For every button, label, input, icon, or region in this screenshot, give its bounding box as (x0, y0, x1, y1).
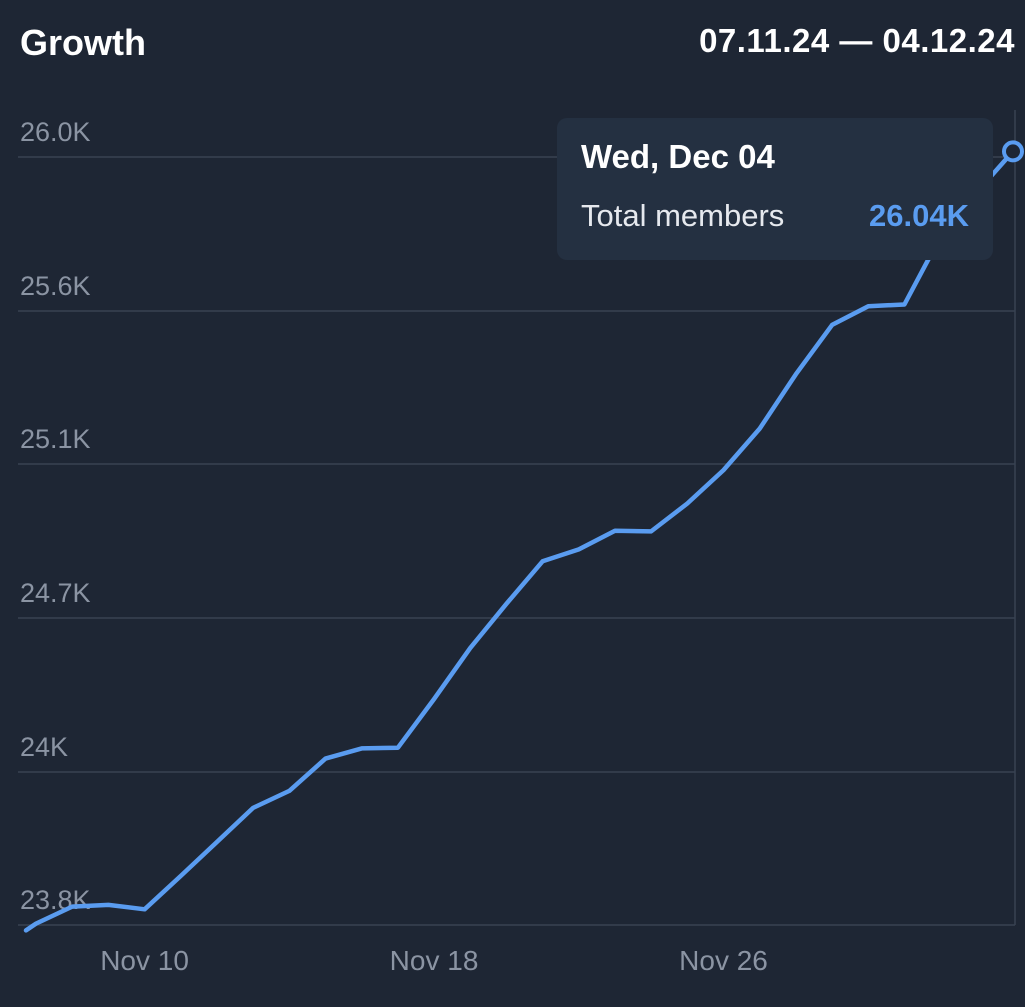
data-point[interactable] (537, 555, 549, 567)
y-axis-ticks: 26.0K 25.6K 25.1K 24.7K 24K 23.8K (20, 117, 91, 915)
highlighted-data-point[interactable] (1002, 140, 1024, 163)
y-tick-label: 24K (20, 732, 68, 762)
series-layer (23, 149, 1016, 933)
data-point[interactable] (464, 642, 476, 654)
data-point[interactable] (754, 423, 766, 435)
x-tick-label: Nov 26 (679, 945, 768, 976)
x-axis-ticks: Nov 10 Nov 18 Nov 26 (100, 945, 768, 976)
y-tick-label: 25.6K (20, 271, 91, 301)
data-point[interactable] (392, 742, 404, 754)
y-tick-label: 24.7K (20, 578, 91, 608)
data-point[interactable] (139, 903, 151, 915)
point-layer (30, 140, 1024, 930)
data-point[interactable] (790, 368, 802, 380)
y-tick-label: 23.8K (20, 885, 91, 915)
data-point[interactable] (211, 836, 223, 848)
tooltip: Wed, Dec 04 Total members 26.04K (557, 118, 993, 260)
data-point[interactable] (356, 742, 368, 754)
chart-title: Growth (20, 22, 146, 63)
y-tick-label: 26.0K (20, 117, 91, 147)
tooltip-label: Total members (581, 198, 785, 233)
data-point[interactable] (826, 319, 838, 331)
tooltip-value: 26.04K (869, 198, 969, 233)
data-point[interactable] (645, 525, 657, 537)
data-point[interactable] (66, 901, 78, 913)
data-point[interactable] (573, 543, 585, 555)
data-point[interactable] (681, 497, 693, 509)
data-point[interactable] (102, 899, 114, 911)
data-point[interactable] (718, 464, 730, 476)
tooltip-date: Wed, Dec 04 (581, 138, 775, 175)
data-point[interactable] (175, 870, 187, 882)
series-line-total-members (23, 149, 1016, 933)
date-range[interactable]: 07.11.24 — 04.12.24 (699, 22, 1015, 59)
tooltip-row: Total members 26.04K (581, 198, 969, 234)
x-tick-label: Nov 18 (390, 945, 479, 976)
grid-lines (18, 110, 1016, 926)
data-point[interactable] (898, 298, 910, 310)
data-point[interactable] (428, 693, 440, 705)
data-point[interactable] (283, 785, 295, 797)
data-point[interactable] (319, 753, 331, 765)
x-tick-label: Nov 10 (100, 945, 189, 976)
data-point[interactable] (30, 918, 42, 930)
data-point[interactable] (862, 300, 874, 312)
data-point[interactable] (609, 525, 621, 537)
y-tick-label: 25.1K (20, 424, 91, 454)
data-point[interactable] (247, 802, 259, 814)
data-point[interactable] (500, 598, 512, 610)
